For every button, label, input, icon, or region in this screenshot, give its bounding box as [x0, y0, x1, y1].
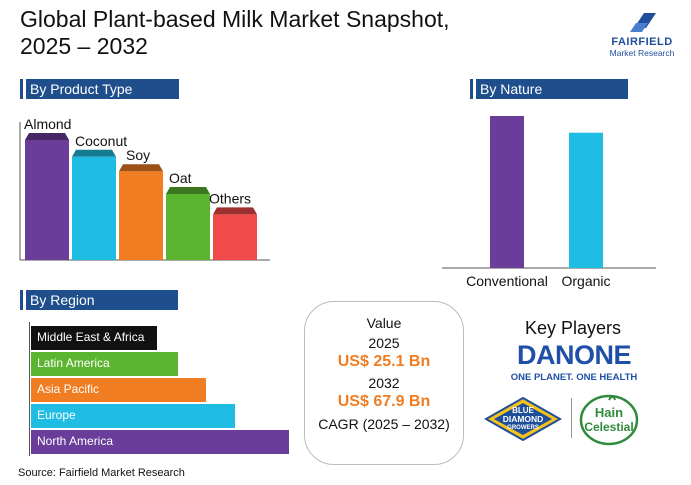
product-bar-soy — [119, 164, 163, 260]
blue-diamond-line-1: BLUE — [512, 406, 534, 415]
value-2025: US$ 25.1 Bn — [337, 353, 431, 370]
region-label: Latin America — [37, 356, 110, 370]
product-bar-coconut — [72, 149, 116, 260]
nature-bar-organic — [569, 132, 603, 268]
hain-celestial-badge-icon — [579, 394, 639, 446]
section-label-nature: By Nature — [470, 79, 628, 99]
logo-divider — [571, 398, 572, 438]
section-label-region: By Region — [20, 290, 178, 310]
page-title: Global Plant-based Milk Market Snapshot,… — [20, 6, 540, 60]
logo-name: FAIRFIELD — [611, 36, 673, 48]
region-label: North America — [37, 434, 114, 448]
product-label-others: Others — [209, 190, 251, 206]
nature-bar-conventional — [490, 116, 524, 268]
product-bar-oat — [166, 187, 210, 260]
hain-line-2: Celestial — [584, 420, 634, 434]
logo-tagline: Market Research — [609, 48, 675, 58]
title-line-2: 2025 – 2032 — [20, 33, 148, 59]
cagr-label: CAGR (2025 – 2032) — [318, 416, 450, 432]
fairfield-mark-icon — [630, 13, 656, 32]
region-chart: Middle East & Africa Latin America Asia Pa… — [29, 322, 289, 462]
title-line-1: Global Plant-based Milk Market Snapshot, — [20, 6, 450, 32]
product-label-soy: Soy — [126, 147, 150, 163]
danone-logo: DANONE ONE PLANET. ONE HEALTH — [508, 340, 640, 386]
value-heading: Value — [366, 315, 402, 331]
value-year-2025: 2025 — [368, 335, 400, 351]
region-label: Middle East & Africa — [37, 330, 145, 344]
blue-diamond-line-2: DIAMOND — [502, 414, 544, 424]
product-label-coconut: Coconut — [75, 133, 127, 149]
value-2032: US$ 67.9 Bn — [337, 393, 431, 410]
product-bar-almond — [25, 133, 69, 260]
region-label: Asia Pacific — [37, 382, 100, 396]
section-label-product-type: By Product Type — [20, 79, 179, 99]
blue-diamond-line-3: GROWERS — [507, 425, 539, 431]
value-box: Value 2025 US$ 25.1 Bn 2032 US$ 67.9 Bn … — [304, 301, 464, 465]
region-label: Europe — [37, 408, 76, 422]
fairfield-logo: FAIRFIELD Market Research — [598, 8, 686, 58]
nature-chart: Conventional Organic — [442, 116, 656, 289]
blue-diamond-emblem-icon — [484, 396, 562, 442]
key-players-heading: Key Players — [524, 318, 622, 338]
blue-diamond-logo: BLUE DIAMOND GROWERS — [484, 396, 562, 442]
nature-label-conventional: Conventional — [466, 273, 548, 289]
product-label-almond: Almond — [24, 116, 71, 132]
nature-label-organic: Organic — [561, 273, 610, 289]
region-bar-asia-pacific: Asia Pacific — [31, 378, 207, 402]
hain-celestial-logo: Hain Celestial — [578, 394, 640, 446]
region-bar-europe: Europe — [31, 404, 235, 428]
product-bar-others — [213, 207, 257, 260]
danone-wordmark: DANONE — [516, 340, 632, 370]
hain-line-1: Hain — [594, 405, 624, 420]
danone-tagline: ONE PLANET. ONE HEALTH — [510, 372, 638, 383]
product-label-oat: Oat — [169, 170, 192, 186]
region-bar-latin-america: Latin America — [31, 352, 179, 376]
source-note: Source: Fairfield Market Research — [18, 467, 185, 479]
region-bar-middle-east-africa: Middle East & Africa — [31, 326, 158, 350]
region-bar-north-america: North America — [31, 430, 289, 454]
region-axis — [29, 322, 30, 456]
value-year-2032: 2032 — [368, 375, 400, 391]
